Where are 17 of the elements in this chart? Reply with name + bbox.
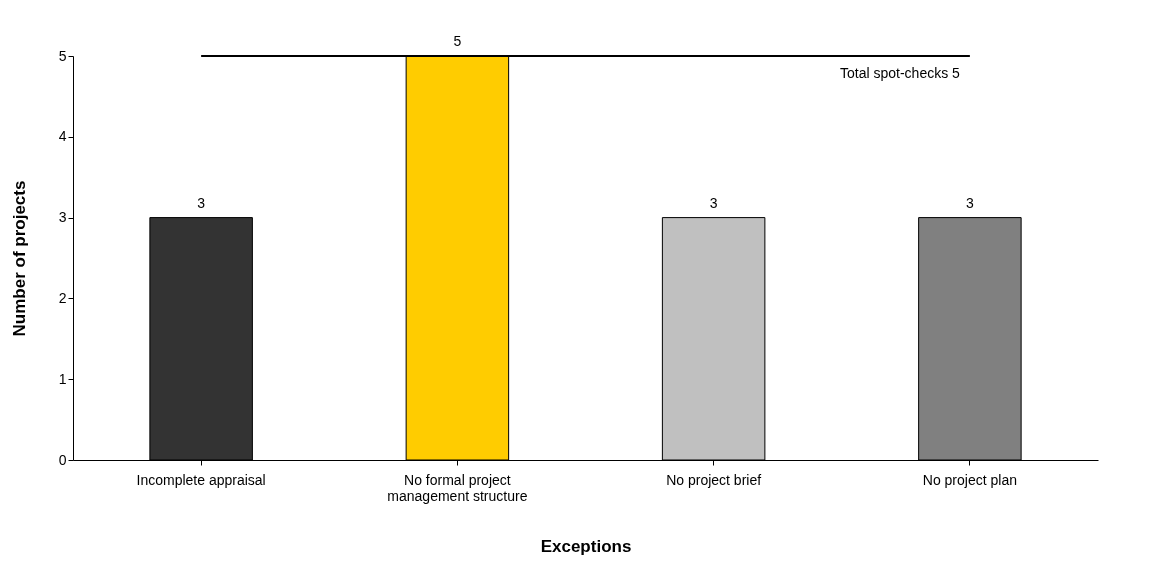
x-tick-label: No project brief [666,471,762,488]
y-tick-label: 0 [58,451,67,468]
x-tick-label: Incomplete appraisal [136,471,266,488]
data-label: 5 [453,33,462,49]
y-tick-label: 3 [58,209,67,226]
x-axis-title: Exceptions [540,536,632,556]
y-tick-label: 5 [58,47,67,64]
ref-line-label: Total spot-checks 5 [840,65,961,81]
y-tick-label: 4 [58,128,67,145]
data-label: 3 [197,194,206,211]
x-tick-label: No formal project management structure [387,471,528,504]
y-tick-label: 2 [58,289,67,306]
y-tick-label: 1 [58,370,67,387]
x-tick-label: No project plan [922,471,1017,488]
data-label: 3 [709,194,718,211]
y-axis-title: Number of projects [9,180,29,337]
data-label: 3 [965,194,974,211]
